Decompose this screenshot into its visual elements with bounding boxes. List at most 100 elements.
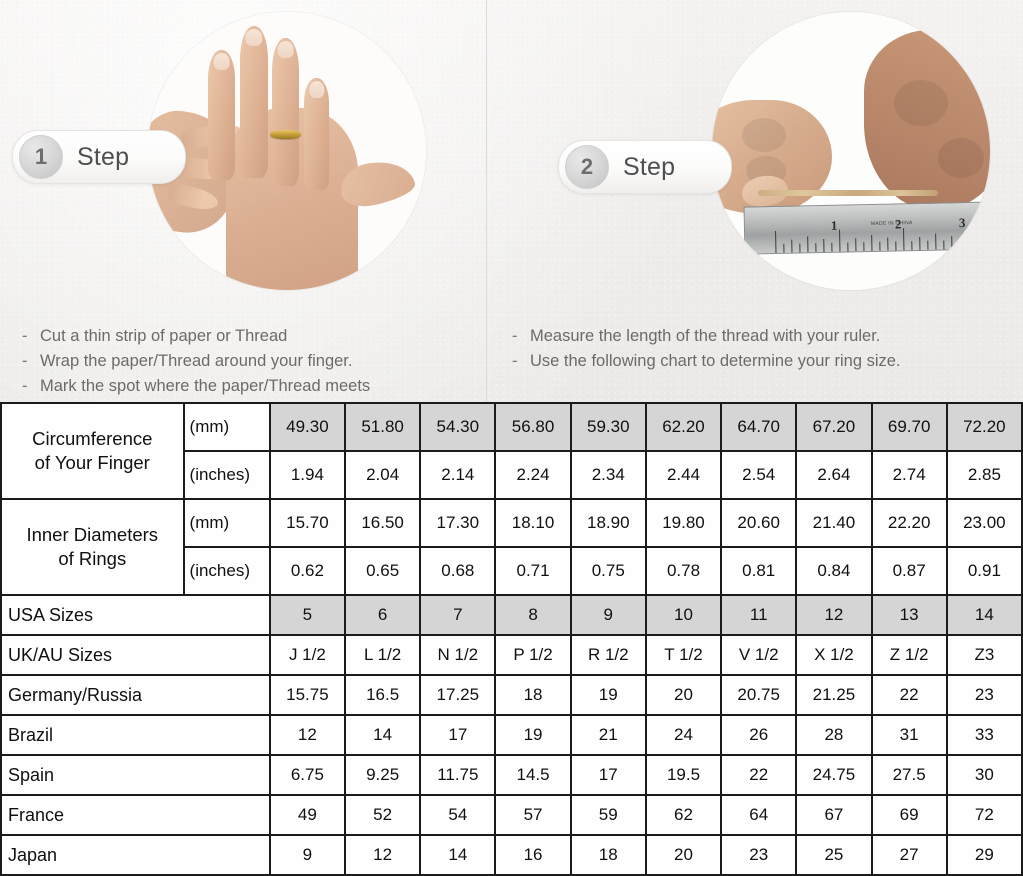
table-cell: 21.40 [795, 498, 873, 548]
row-unit-label: (mm) [182, 402, 271, 452]
row-header-label: Circumference of Your Finger [0, 402, 185, 500]
table-cell: 49.30 [268, 402, 347, 452]
table-cell: 56.80 [494, 402, 572, 452]
table-cell: 14 [945, 594, 1023, 636]
table-cell: 18 [494, 674, 572, 716]
ring-size-conversion-table: Circumference of Your Finger (mm) 49.30 51.8… [0, 402, 1023, 876]
row-unit-label: (inches) [182, 546, 271, 596]
table-cell: 54 [419, 794, 497, 836]
table-cell: 0.62 [268, 546, 347, 596]
table-cell: 27 [870, 834, 948, 876]
table-row: Circumference of Your Finger (mm) 49.30 51.8… [0, 402, 1023, 500]
row-unit-label: (mm) [182, 498, 271, 548]
table-cell: 57 [494, 794, 572, 836]
table-cell: 16.5 [343, 674, 422, 716]
steps-area: 1 Step - Cut a thin strip of paper or Thr… [0, 0, 1023, 402]
table-cell: 18.90 [569, 498, 647, 548]
step-label-1: Step [77, 142, 130, 171]
table-cell: 17.25 [419, 674, 497, 716]
row-header-line2: of Your Finger [34, 452, 150, 473]
table-cell: 9 [569, 594, 647, 636]
table-cell: 0.78 [644, 546, 723, 596]
instruction-item: - Mark the spot where the paper/Thread me… [22, 374, 370, 399]
table-cell: 22.20 [870, 498, 948, 548]
thread-illustration [758, 190, 938, 196]
table-cell: 28 [795, 714, 873, 756]
table-cell: 72 [945, 794, 1023, 836]
table-row: Inner Diameters of Rings (mm) 15.70 16.50 17.… [0, 498, 1023, 596]
dash-icon: - [22, 377, 28, 395]
step-badge-2: 2 Step [558, 140, 732, 194]
table-cell: 29 [945, 834, 1023, 876]
table-cell: 21 [569, 714, 647, 756]
table-cell: 2.14 [419, 450, 497, 500]
ruler-mark-3: 3 [958, 215, 966, 231]
table-row: Spain 6.75 9.25 11.75 14.5 17 19.5 22 24.75 27.5 3… [0, 754, 1023, 796]
instruction-text: Measure the length of the thread with yo… [530, 327, 881, 345]
gold-ring-icon [270, 130, 301, 139]
table-cell: 2.24 [494, 450, 572, 500]
table-cell: J 1/2 [268, 634, 347, 676]
table-cell: 19 [569, 674, 647, 716]
table-cell: 2.44 [644, 450, 723, 500]
table-cell: 9 [268, 834, 347, 876]
table-cell: 24 [644, 714, 723, 756]
table-cell: 12 [268, 714, 347, 756]
table-cell: 11.75 [419, 754, 497, 796]
dash-icon: - [512, 327, 518, 345]
table-cell: 22 [720, 754, 798, 796]
table-cell: 10 [644, 594, 723, 636]
table-cell: 2.74 [870, 450, 948, 500]
row-header-label: UK/AU Sizes [0, 634, 271, 676]
table-cell: 0.75 [569, 546, 647, 596]
row-header-label: Japan [0, 834, 271, 876]
table-cell: 6.75 [268, 754, 347, 796]
table-cell: 23 [945, 674, 1023, 716]
dash-icon: - [22, 352, 28, 370]
table-cell: 2.85 [945, 450, 1023, 500]
table-cell: 15.75 [268, 674, 347, 716]
row-header-label: Spain [0, 754, 271, 796]
ruler-illustration: 1 2 3 MADE IN CHINA [743, 201, 990, 255]
table-cell: 0.91 [945, 546, 1023, 596]
table-cell: 14 [343, 714, 422, 756]
table-cell: 64 [720, 794, 798, 836]
table-cell: 64.70 [720, 402, 798, 452]
hand-with-ring-photo [148, 12, 426, 290]
row-header-label: USA Sizes [0, 594, 271, 636]
table-cell: 67.20 [795, 402, 873, 452]
table-row: Japan 9 12 14 16 18 20 23 25 27 29 [0, 834, 1023, 876]
table-cell: 16.50 [343, 498, 422, 548]
table-cell: V 1/2 [720, 634, 798, 676]
table-cell: 21.25 [795, 674, 873, 716]
table-cell: 1.94 [268, 450, 347, 500]
table-cell: 20.60 [720, 498, 798, 548]
row-header-label: Inner Diameters of Rings [0, 498, 185, 596]
step-number-2: 2 [565, 145, 609, 189]
table-row: USA Sizes 5 6 7 8 9 10 11 12 13 14 [0, 594, 1023, 636]
table-row: Germany/Russia 15.75 16.5 17.25 18 19 20 20.75 2… [0, 674, 1023, 716]
table-cell: T 1/2 [644, 634, 723, 676]
table-cell: 15.70 [268, 498, 347, 548]
table-cell: L 1/2 [343, 634, 422, 676]
table-cell: Z3 [945, 634, 1023, 676]
table-cell: 0.87 [870, 546, 948, 596]
instruction-item: - Use the following chart to determine yo… [512, 349, 901, 374]
table-cell: N 1/2 [419, 634, 497, 676]
table-cell: 0.71 [494, 546, 572, 596]
right-hand-illustration [864, 30, 990, 210]
step-2-instructions: - Measure the length of the thread with y… [512, 324, 901, 374]
table-cell: 16 [494, 834, 572, 876]
table-cell: 23 [720, 834, 798, 876]
instruction-text: Wrap the paper/Thread around your finger… [40, 352, 353, 370]
table-cell: 49 [268, 794, 347, 836]
table-cell: 31 [870, 714, 948, 756]
row-header-line1: Circumference [32, 428, 153, 449]
table-row: UK/AU Sizes J 1/2 L 1/2 N 1/2 P 1/2 R 1/2 T 1/… [0, 634, 1023, 676]
table-row: (inches) 0.62 0.65 0.68 0.71 0.75 0.78 0.81 0.84… [1, 546, 1023, 596]
table-cell: 67 [795, 794, 873, 836]
table-cell: 62.20 [644, 402, 723, 452]
table-cell: 27.5 [870, 754, 948, 796]
table-cell: 11 [720, 594, 798, 636]
step-1-instructions: - Cut a thin strip of paper or Thread - Wr… [22, 324, 370, 399]
